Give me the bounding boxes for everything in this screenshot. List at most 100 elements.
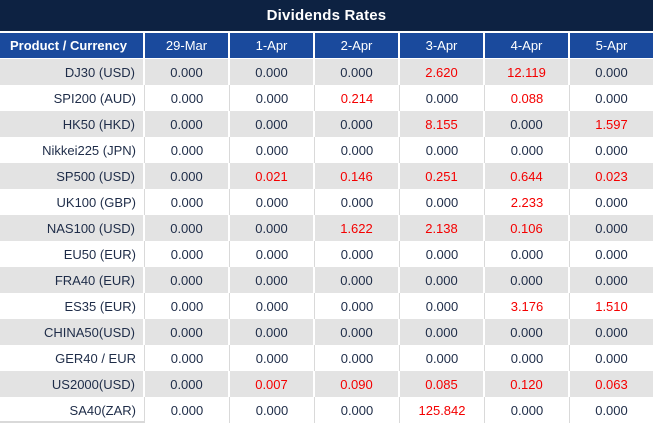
value-cell: 0.000	[570, 59, 653, 85]
value-cell: 0.000	[230, 111, 315, 137]
value-cell: 0.090	[315, 371, 400, 397]
table-row: NAS100 (USD) 0.000 0.000 1.622 2.138 0.106 0.0…	[0, 215, 653, 241]
value-cell: 0.085	[400, 371, 485, 397]
value-cell: 0.000	[570, 267, 653, 293]
product-cell: HK50 (HKD)	[0, 111, 145, 137]
header-cell-date: 2-Apr	[315, 33, 400, 59]
product-cell: SPI200 (AUD)	[0, 85, 145, 111]
header-row: Product / Currency 29-Mar 1-Apr 2-Apr 3-Apr 4…	[0, 33, 653, 59]
value-cell: 0.000	[570, 215, 653, 241]
value-cell: 0.000	[230, 215, 315, 241]
value-cell: 0.000	[400, 189, 485, 215]
value-cell: 0.000	[145, 293, 230, 319]
value-cell: 0.000	[400, 137, 485, 163]
value-cell: 0.000	[400, 241, 485, 267]
value-cell: 1.622	[315, 215, 400, 241]
value-cell: 0.000	[145, 59, 230, 85]
value-cell: 0.000	[145, 163, 230, 189]
table-row: FRA40 (EUR) 0.000 0.000 0.000 0.000 0.000 0.00…	[0, 267, 653, 293]
table-row: EU50 (EUR) 0.000 0.000 0.000 0.000 0.000 0.000	[0, 241, 653, 267]
value-cell: 0.000	[485, 397, 570, 423]
product-cell: FRA40 (EUR)	[0, 267, 145, 293]
value-cell: 0.000	[400, 345, 485, 371]
value-cell: 0.000	[230, 189, 315, 215]
table-row: GER40 / EUR 0.000 0.000 0.000 0.000 0.000 0.00…	[0, 345, 653, 371]
table-row: UK100 (GBP) 0.000 0.000 0.000 0.000 2.233 0.00…	[0, 189, 653, 215]
value-cell: 0.000	[230, 345, 315, 371]
value-cell: 0.000	[485, 241, 570, 267]
product-cell: EU50 (EUR)	[0, 241, 145, 267]
value-cell: 0.000	[570, 137, 653, 163]
value-cell: 0.000	[230, 319, 315, 345]
value-cell: 0.120	[485, 371, 570, 397]
value-cell: 8.155	[400, 111, 485, 137]
value-cell: 0.000	[230, 293, 315, 319]
value-cell: 0.000	[145, 241, 230, 267]
value-cell: 0.000	[315, 137, 400, 163]
value-cell: 0.000	[315, 59, 400, 85]
value-cell: 1.597	[570, 111, 653, 137]
value-cell: 0.000	[145, 267, 230, 293]
table-row: SPI200 (AUD) 0.000 0.000 0.214 0.000 0.088 0.0…	[0, 85, 653, 111]
value-cell: 0.214	[315, 85, 400, 111]
value-cell: 0.088	[485, 85, 570, 111]
value-cell: 0.106	[485, 215, 570, 241]
value-cell: 0.000	[570, 319, 653, 345]
header-cell-date: 29-Mar	[145, 33, 230, 59]
product-cell: ES35 (EUR)	[0, 293, 145, 319]
value-cell: 0.000	[230, 137, 315, 163]
product-cell: DJ30 (USD)	[0, 59, 145, 85]
value-cell: 0.063	[570, 371, 653, 397]
header-cell-product-currency: Product / Currency	[0, 33, 145, 59]
value-cell: 0.000	[485, 345, 570, 371]
value-cell: 0.000	[315, 319, 400, 345]
value-cell: 0.146	[315, 163, 400, 189]
header-cell-date: 5-Apr	[570, 33, 653, 59]
value-cell: 0.000	[145, 345, 230, 371]
value-cell: 2.233	[485, 189, 570, 215]
value-cell: 0.000	[145, 397, 230, 423]
value-cell: 125.842	[400, 397, 485, 423]
value-cell: 0.000	[230, 267, 315, 293]
value-cell: 0.000	[315, 397, 400, 423]
header-cell-date: 3-Apr	[400, 33, 485, 59]
value-cell: 0.000	[315, 267, 400, 293]
table-row: Nikkei225 (JPN) 0.000 0.000 0.000 0.000 0.000…	[0, 137, 653, 163]
value-cell: 0.000	[145, 111, 230, 137]
value-cell: 0.000	[230, 59, 315, 85]
value-cell: 0.251	[400, 163, 485, 189]
title-bar: Dividends Rates	[0, 0, 653, 33]
value-cell: 0.007	[230, 371, 315, 397]
product-cell: SA40(ZAR)	[0, 397, 145, 423]
value-cell: 0.000	[315, 293, 400, 319]
table-header: Product / Currency 29-Mar 1-Apr 2-Apr 3-Apr 4…	[0, 33, 653, 59]
value-cell: 0.000	[570, 85, 653, 111]
bottom-sliver	[0, 421, 145, 423]
value-cell: 0.000	[230, 241, 315, 267]
value-cell: 0.000	[315, 241, 400, 267]
value-cell: 0.000	[400, 319, 485, 345]
page-title: Dividends Rates	[266, 7, 387, 24]
value-cell: 0.000	[570, 397, 653, 423]
table-row: SA40(ZAR) 0.000 0.000 0.000 125.842 0.000 0.00…	[0, 397, 653, 423]
value-cell: 0.000	[400, 267, 485, 293]
value-cell: 0.000	[315, 189, 400, 215]
value-cell: 0.000	[485, 267, 570, 293]
value-cell: 0.000	[145, 85, 230, 111]
table-body: DJ30 (USD) 0.000 0.000 0.000 2.620 12.119 0.00…	[0, 59, 653, 423]
value-cell: 0.000	[485, 319, 570, 345]
value-cell: 0.000	[400, 85, 485, 111]
value-cell: 0.000	[315, 111, 400, 137]
product-cell: US2000(USD)	[0, 371, 145, 397]
value-cell: 0.000	[230, 397, 315, 423]
value-cell: 1.510	[570, 293, 653, 319]
product-cell: Nikkei225 (JPN)	[0, 137, 145, 163]
value-cell: 0.000	[570, 189, 653, 215]
value-cell: 3.176	[485, 293, 570, 319]
product-cell: GER40 / EUR	[0, 345, 145, 371]
value-cell: 0.000	[485, 111, 570, 137]
value-cell: 0.021	[230, 163, 315, 189]
value-cell: 0.000	[145, 137, 230, 163]
header-cell-date: 1-Apr	[230, 33, 315, 59]
